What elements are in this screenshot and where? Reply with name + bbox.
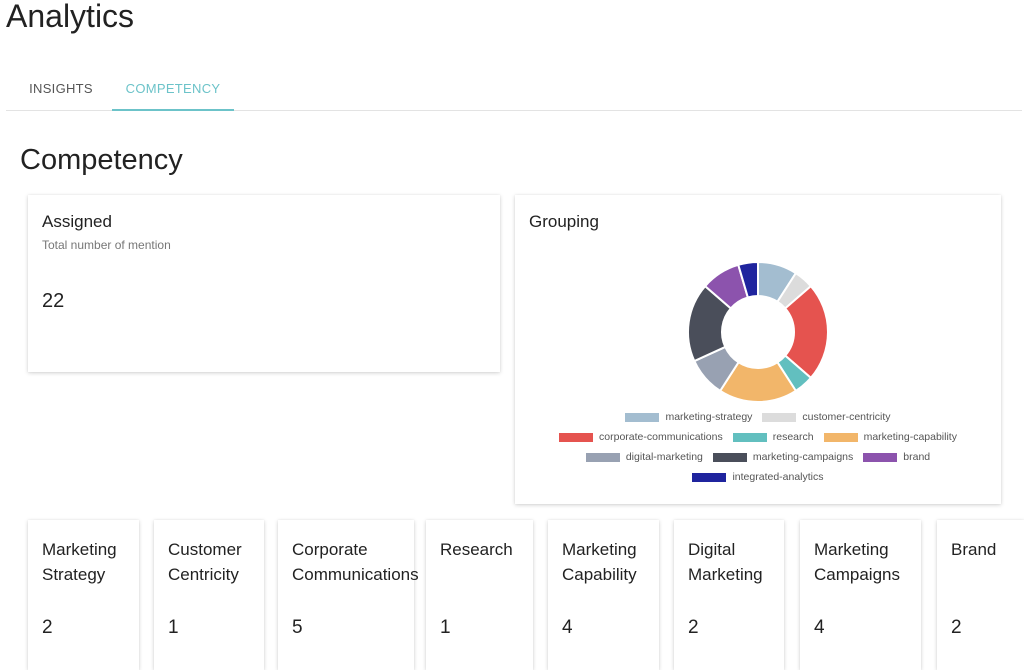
section-title: Competency: [20, 144, 183, 176]
competency-card: Marketing Strategy 2: [28, 520, 139, 670]
competency-name-line: Campaigns: [814, 565, 900, 584]
legend-item-marketing-strategy[interactable]: marketing-strategy: [625, 411, 752, 423]
legend-swatch: [712, 452, 747, 462]
competency-name-line: Research: [440, 540, 513, 559]
competency-card: Marketing Campaigns 4: [800, 520, 921, 670]
legend-swatch: [625, 412, 660, 422]
legend-swatch: [559, 432, 594, 442]
competency-name-line: Marketing: [688, 565, 763, 584]
competency-name-line: Digital: [688, 540, 736, 559]
competency-name: Brand: [951, 537, 996, 562]
legend-row: integrated-analytics: [515, 467, 1001, 487]
app-title: Analytics: [6, 0, 135, 34]
competency-value: 2: [688, 617, 699, 638]
assigned-title: Assigned: [42, 212, 112, 231]
legend-label: customer-centricity: [802, 411, 891, 423]
assigned-card: Assigned Total number of mention 22: [28, 195, 500, 372]
competency-name-line: Marketing: [42, 540, 117, 559]
competency-name: Customer Centricity: [168, 537, 242, 587]
assigned-value: 22: [42, 290, 65, 312]
competency-name: Digital Marketing: [688, 537, 763, 587]
competency-name-line: Marketing: [814, 540, 889, 559]
tab-insights[interactable]: INSIGHTS: [29, 81, 93, 96]
competency-name-line: Communications: [292, 565, 419, 584]
legend-item-brand[interactable]: brand: [863, 451, 930, 463]
legend-item-digital-marketing[interactable]: digital-marketing: [585, 451, 703, 463]
grouping-card: Grouping marketing-strategy customer-cent…: [515, 195, 1001, 504]
legend-item-research[interactable]: research: [732, 431, 814, 443]
tab-bar: INSIGHTS COMPETENCY: [6, 72, 1022, 111]
competency-value: 4: [562, 617, 573, 638]
grouping-title: Grouping: [529, 212, 599, 231]
legend-label: marketing-capability: [863, 431, 957, 443]
competency-name-line: Marketing: [562, 540, 637, 559]
tab-competency-label: COMPETENCY: [125, 81, 221, 96]
legend-item-corporate-communications[interactable]: corporate-communications: [559, 431, 723, 443]
legend-label: marketing-campaigns: [752, 451, 854, 463]
legend-swatch: [863, 452, 898, 462]
competency-name-line: Centricity: [168, 565, 239, 584]
competency-card: Corporate Communications 5: [278, 520, 419, 670]
competency-card: Brand 2: [937, 520, 1024, 670]
competency-card: Digital Marketing 2: [674, 520, 784, 670]
competency-name-line: Capability: [562, 565, 637, 584]
chart-legend: marketing-strategy customer-centricity cor…: [515, 407, 1001, 487]
donut-slice-integrated-analytics[interactable]: [737, 260, 759, 299]
legend-row: digital-marketing marketing-campaigns bran…: [515, 447, 1001, 467]
legend-swatch: [762, 412, 797, 422]
legend-label: digital-marketing: [625, 451, 703, 463]
legend-label: corporate-communications: [599, 431, 723, 443]
active-tab-indicator: [112, 109, 234, 111]
competency-card: Research 1: [426, 520, 533, 670]
legend-swatch: [732, 432, 767, 442]
legend-item-marketing-capability[interactable]: marketing-capability: [823, 431, 957, 443]
legend-label: integrated-analytics: [732, 471, 824, 483]
competency-name: Marketing Capability: [562, 537, 637, 587]
competency-value: 2: [42, 617, 53, 638]
legend-row: marketing-strategy customer-centricity: [515, 407, 1001, 427]
competency-name: Marketing Strategy: [42, 537, 117, 587]
competency-name-line: Customer: [168, 540, 242, 559]
legend-item-customer-centricity[interactable]: customer-centricity: [762, 411, 891, 423]
competency-card: Customer Centricity 1: [154, 520, 264, 670]
grouping-donut-chart: [687, 260, 829, 403]
legend-swatch: [692, 472, 727, 482]
assigned-subtitle: Total number of mention: [42, 238, 171, 252]
legend-row: corporate-communications research marketin…: [515, 427, 1001, 447]
legend-swatch: [823, 432, 858, 442]
competency-value: 2: [951, 617, 962, 638]
competency-name: Corporate Communications: [292, 537, 419, 587]
competency-card: Marketing Capability 4: [548, 520, 659, 670]
competency-name: Research: [440, 537, 513, 562]
legend-item-marketing-campaigns[interactable]: marketing-campaigns: [712, 451, 854, 463]
competency-value: 4: [814, 617, 825, 638]
competency-value: 5: [292, 617, 303, 638]
legend-swatch: [585, 452, 620, 462]
legend-item-integrated-analytics[interactable]: integrated-analytics: [692, 471, 824, 483]
competency-value: 1: [168, 617, 179, 638]
competency-name-line: Corporate: [292, 540, 368, 559]
competency-name-line: Strategy: [42, 565, 106, 584]
competency-value: 1: [440, 617, 451, 638]
competency-name: Marketing Campaigns: [814, 537, 900, 587]
tab-competency[interactable]: COMPETENCY: [112, 72, 234, 111]
legend-label: research: [772, 431, 814, 443]
legend-label: marketing-strategy: [665, 411, 753, 423]
legend-label: brand: [903, 451, 931, 463]
competency-name-line: Brand: [951, 540, 997, 559]
